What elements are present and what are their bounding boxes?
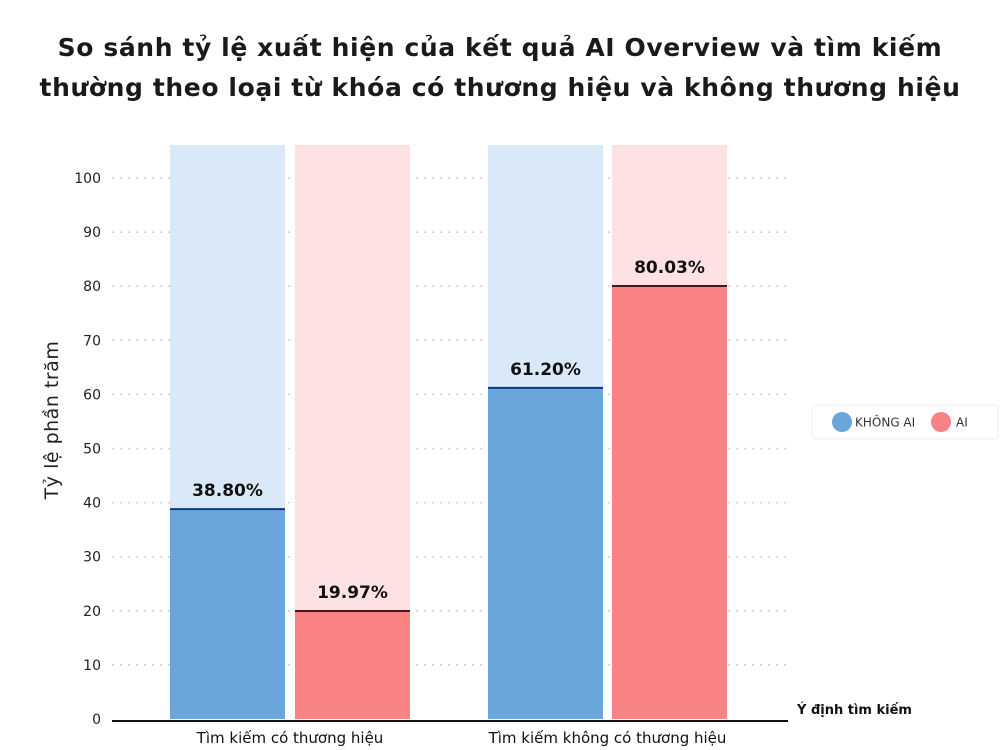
y-tick-label: 20 xyxy=(83,604,101,620)
data-label: 61.20% xyxy=(510,360,581,380)
y-tick-label: 90 xyxy=(83,225,101,241)
legend-label[interactable]: KHÔNG AI xyxy=(855,415,915,430)
y-tick-label: 30 xyxy=(83,550,101,566)
bars: 38.80% 19.97% 61.20% 80.03% xyxy=(170,145,727,719)
legend-box xyxy=(811,404,999,440)
x-axis-label: Ý định tìm kiếm xyxy=(796,702,912,718)
bar[interactable] xyxy=(488,387,603,719)
x-axis-categories: Tìm kiếm có thương hiệu Tìm kiếm không có… xyxy=(196,729,727,747)
y-tick-label: 80 xyxy=(83,279,101,295)
y-tick-label: 100 xyxy=(74,171,101,187)
legend-swatch[interactable] xyxy=(832,412,852,432)
bar[interactable] xyxy=(295,610,410,719)
y-tick-label: 40 xyxy=(83,496,101,512)
y-tick-label: 0 xyxy=(92,712,101,728)
chart-title-line-2: thường theo loại từ khóa có thương hiệu … xyxy=(39,73,961,102)
category-label: Tìm kiếm có thương hiệu xyxy=(196,729,384,747)
legend-swatch[interactable] xyxy=(931,412,951,432)
y-axis-ticks: 0 10 20 30 40 50 60 70 80 90 100 xyxy=(74,171,101,728)
data-label: 38.80% xyxy=(192,481,263,501)
data-label: 80.03% xyxy=(634,258,705,278)
category-label: Tìm kiếm không có thương hiệu xyxy=(488,729,727,747)
bar[interactable] xyxy=(612,286,727,719)
y-tick-label: 50 xyxy=(83,442,101,458)
legend-label[interactable]: AI xyxy=(956,416,968,430)
y-tick-label: 10 xyxy=(83,658,101,674)
legend[interactable]: KHÔNG AI AI xyxy=(811,404,999,440)
y-axis-label: Tỷ lệ phần trăm xyxy=(41,341,63,501)
chart-title: So sánh tỷ lệ xuất hiện của kết quả AI O… xyxy=(0,28,1000,108)
data-label: 19.97% xyxy=(317,583,388,603)
chart-title-line-1: So sánh tỷ lệ xuất hiện của kết quả AI O… xyxy=(57,33,943,62)
y-tick-label: 70 xyxy=(83,333,101,349)
bar[interactable] xyxy=(170,509,285,719)
y-tick-label: 60 xyxy=(83,387,101,403)
